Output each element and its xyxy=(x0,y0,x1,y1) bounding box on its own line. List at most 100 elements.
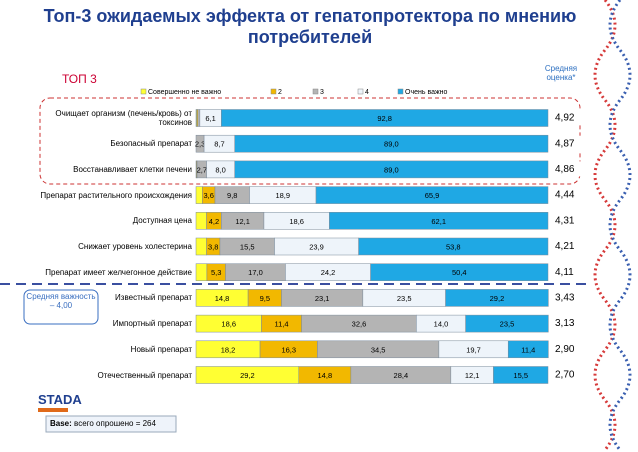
score-header: Средняя оценка* xyxy=(544,64,578,82)
score-box xyxy=(552,341,582,357)
score-label: 4,87 xyxy=(555,138,575,149)
value-label: 28,4 xyxy=(394,371,409,380)
legend-label: 4 xyxy=(365,89,369,96)
legend-label: Совершенно не важно xyxy=(148,89,221,96)
value-label: 18,2 xyxy=(221,345,236,354)
category-label: Восстанавливает клетки печени xyxy=(73,164,192,174)
value-label: 15,5 xyxy=(240,242,255,251)
value-label: 2,3 xyxy=(195,140,205,149)
legend-swatch xyxy=(140,88,147,95)
legend-swatch xyxy=(357,88,364,95)
value-label: 29,2 xyxy=(240,371,255,380)
score-label: 2,70 xyxy=(555,370,575,381)
category-label: Препарат растительного происхождения xyxy=(40,190,192,200)
bar-segment xyxy=(370,263,549,281)
value-label: 5,3 xyxy=(211,268,221,277)
value-label: 14,0 xyxy=(434,320,449,329)
value-label: 24,2 xyxy=(321,268,336,277)
value-label: 11,4 xyxy=(275,320,289,329)
legend-label: 3 xyxy=(320,89,324,96)
value-label: 23,1 xyxy=(315,294,330,303)
bar-segment xyxy=(195,263,208,281)
score-label: 4,31 xyxy=(555,215,575,226)
legend-swatch xyxy=(397,88,404,95)
score-box xyxy=(552,238,582,254)
decor-helix xyxy=(593,0,617,451)
bar-segment xyxy=(234,160,549,179)
value-label: 14,8 xyxy=(318,371,333,380)
score-label: 4,92 xyxy=(555,113,575,124)
bar-segment xyxy=(358,237,549,256)
score-box xyxy=(552,367,582,382)
score-label: 3,13 xyxy=(555,318,575,329)
score-box xyxy=(552,135,582,151)
value-label: 12,1 xyxy=(465,371,480,380)
value-label: 11,4 xyxy=(521,345,535,354)
score-box xyxy=(552,161,582,177)
score-label: 4,21 xyxy=(555,241,575,252)
value-label: 12,1 xyxy=(235,217,250,226)
value-label: 2,7 xyxy=(197,165,207,174)
base-key: Base: xyxy=(50,419,72,428)
value-label: 50,4 xyxy=(452,268,467,277)
title: Топ-3 ожидаемых эффекта от гепатопротект… xyxy=(43,6,577,47)
bar-segment xyxy=(195,186,203,204)
value-label: 4,2 xyxy=(209,217,219,226)
bar-segment xyxy=(445,289,549,307)
logo-bar xyxy=(38,408,68,412)
logo: STADA xyxy=(38,392,82,407)
base-note: Base: всего опрошено = 264 xyxy=(50,419,156,428)
score-box xyxy=(552,289,582,305)
legend-swatch xyxy=(312,88,319,95)
value-label: 14,8 xyxy=(215,294,230,303)
value-label: 6,1 xyxy=(205,114,215,123)
value-label: 19,7 xyxy=(466,345,481,354)
score-box xyxy=(552,212,582,228)
category-label: Препарат имеет желчегонное действие xyxy=(45,267,192,277)
value-label: 34,5 xyxy=(371,345,386,354)
value-label: 23,5 xyxy=(500,320,515,329)
value-label: 8,0 xyxy=(215,165,225,174)
value-label: 9,8 xyxy=(227,191,237,200)
value-label: 62,1 xyxy=(431,217,446,226)
value-label: 65,9 xyxy=(425,191,440,200)
score-box xyxy=(552,187,582,203)
value-label: 23,5 xyxy=(397,294,412,303)
value-label: 29,2 xyxy=(490,294,505,303)
bar-segment xyxy=(507,340,549,359)
category-label: Импортный препарат xyxy=(112,319,192,329)
value-label: 9,5 xyxy=(260,294,270,303)
value-label: 17,0 xyxy=(248,268,263,277)
legend-swatch xyxy=(270,88,277,95)
value-label: 18,6 xyxy=(289,217,304,226)
score-label: 4,86 xyxy=(555,164,575,175)
category-label: Безопасный препарат xyxy=(110,139,192,149)
category-label: Известный препарат xyxy=(115,293,192,303)
value-label: 23,9 xyxy=(309,242,324,251)
value-label: 92,8 xyxy=(377,114,392,123)
bar-segment xyxy=(493,366,549,384)
bar-segment xyxy=(465,314,549,333)
bar-segment xyxy=(195,237,207,256)
value-label: 3,6 xyxy=(203,191,213,200)
category-label: Доступная цена xyxy=(132,216,192,226)
score-box xyxy=(552,264,582,280)
value-label: 32,6 xyxy=(352,320,367,329)
value-label: 3,8 xyxy=(208,242,218,251)
bar-segment xyxy=(329,212,549,230)
legend-label: 2 xyxy=(278,89,282,96)
category-label: Отечественный препарат xyxy=(97,370,192,380)
base-text: всего опрошено = 264 xyxy=(74,419,156,428)
value-label: 18,9 xyxy=(275,191,290,200)
value-label: 89,0 xyxy=(384,165,399,174)
bar-segment xyxy=(195,212,207,230)
value-label: 8,7 xyxy=(214,140,224,149)
score-box xyxy=(552,110,582,125)
value-label: 18,6 xyxy=(221,320,236,329)
score-label: 4,11 xyxy=(555,267,574,278)
average-box xyxy=(23,289,99,325)
category-label: Новый препарат xyxy=(130,344,192,354)
top3-label: ТОП 3 xyxy=(62,72,97,86)
